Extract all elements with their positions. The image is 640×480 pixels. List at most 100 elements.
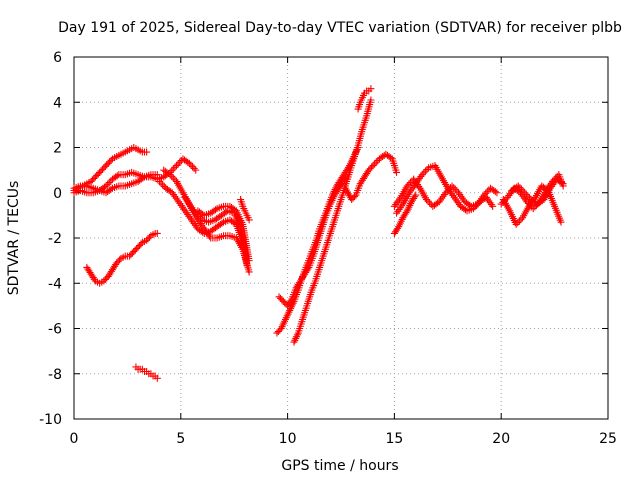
y-tick-label: 2 [53, 141, 62, 157]
data-point [185, 159, 193, 167]
data-point [137, 240, 145, 248]
data-point [513, 183, 521, 191]
data-point [143, 148, 151, 156]
y-tick-label: -8 [48, 367, 62, 383]
data-point [368, 163, 376, 171]
data-point [367, 85, 375, 93]
data-point [483, 188, 491, 196]
data-point [473, 201, 481, 209]
grid-lines [74, 57, 608, 419]
data-point [403, 182, 411, 190]
axis-ticks: 0 5 10 15 20 25 -10 -8 -6 -4 -2 0 2 4 6 [39, 50, 617, 447]
data-point [169, 165, 177, 173]
series-arc12 [275, 173, 351, 310]
data-point [187, 161, 195, 169]
series-arc8 [181, 193, 253, 276]
y-tick-label: -2 [48, 231, 62, 247]
data-point [516, 184, 524, 192]
y-axis-label: SDTVAR / TECUs [6, 181, 22, 296]
data-point [190, 164, 198, 172]
data-point [451, 185, 459, 193]
data-point [394, 224, 402, 232]
data-point [412, 191, 420, 199]
data-point [116, 256, 124, 264]
data-point [524, 192, 532, 200]
data-point [145, 233, 153, 241]
data-point [471, 203, 479, 211]
data-point [153, 229, 161, 237]
data-point [153, 171, 161, 179]
data-point [489, 202, 497, 210]
series-arc13 [290, 96, 375, 346]
data-point [173, 162, 181, 170]
data-point [139, 174, 147, 182]
data-point [423, 166, 431, 174]
data-point [245, 268, 253, 276]
data-point [521, 189, 529, 197]
data-point [422, 196, 430, 204]
data-point [493, 189, 501, 197]
data-point [420, 169, 428, 177]
x-tick-label: 10 [279, 431, 297, 447]
data-point [168, 172, 176, 180]
data-point [166, 171, 174, 179]
data-point [192, 166, 200, 174]
y-tick-label: -4 [48, 276, 62, 292]
data-point [245, 216, 253, 224]
series-arc21 [508, 175, 567, 208]
data-point [367, 96, 375, 104]
data-point [369, 162, 377, 170]
y-tick-label: -6 [48, 322, 62, 338]
data-point [304, 265, 312, 273]
data-point [424, 197, 432, 205]
data-point [522, 190, 530, 198]
data-point [512, 220, 520, 228]
data-point [434, 199, 442, 207]
y-tick-label: 4 [53, 95, 62, 111]
data-point [171, 176, 179, 184]
data-point [411, 193, 419, 201]
x-tick-label: 0 [70, 431, 79, 447]
data-point [517, 215, 525, 223]
x-tick-label: 20 [492, 431, 510, 447]
data-point [453, 187, 461, 195]
data-points [70, 85, 567, 382]
data-point [245, 257, 253, 265]
x-axis-label: GPS time / hours [281, 458, 398, 474]
series-arc10 [237, 196, 253, 224]
data-point [169, 174, 177, 182]
data-point [159, 181, 167, 189]
data-point [372, 158, 380, 166]
series-arc15 [341, 150, 401, 204]
data-point [491, 188, 499, 196]
data-point [519, 187, 527, 195]
y-tick-label: 6 [53, 50, 62, 66]
data-point [107, 185, 115, 193]
data-point [450, 184, 458, 192]
data-point [351, 193, 359, 201]
y-tick-label: -10 [39, 412, 62, 428]
series-arc17 [393, 162, 497, 217]
chart-title: Day 191 of 2025, Sidereal Day-to-day VTE… [58, 20, 622, 36]
data-point [402, 209, 410, 217]
data-point [167, 188, 175, 196]
data-point [418, 171, 426, 179]
data-point [426, 199, 434, 207]
data-point [189, 163, 197, 171]
series-arc4 [83, 229, 161, 287]
data-point [427, 201, 435, 209]
data-point [104, 180, 112, 188]
x-tick-label: 15 [385, 431, 403, 447]
data-point [405, 180, 413, 188]
series-arc14 [354, 85, 375, 113]
series-arc5 [132, 363, 161, 382]
data-point [559, 180, 567, 188]
series-arc9 [194, 202, 253, 265]
x-tick-label: 5 [176, 431, 185, 447]
data-point [393, 168, 401, 176]
series-arc18 [390, 191, 420, 237]
data-point [176, 158, 184, 166]
data-point [174, 160, 182, 168]
data-point [105, 179, 113, 187]
